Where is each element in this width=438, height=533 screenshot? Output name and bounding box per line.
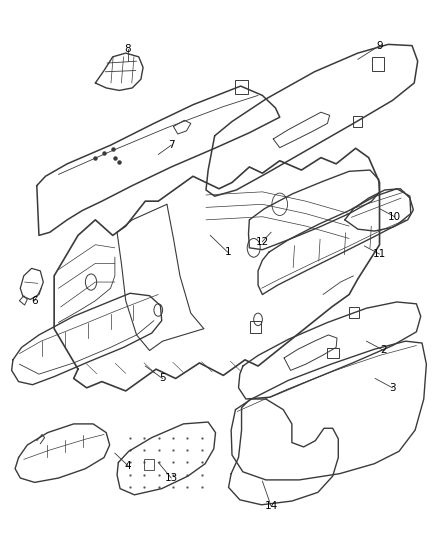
Text: 13: 13 [165,473,178,483]
Text: 14: 14 [265,501,278,511]
Text: 4: 4 [124,461,131,471]
Bar [236,80,247,94]
Bar [327,348,339,358]
Bar [372,57,384,70]
Text: 9: 9 [376,41,383,51]
Text: 11: 11 [373,249,386,259]
Text: 6: 6 [31,296,38,306]
Text: 3: 3 [389,383,396,393]
Bar [349,307,359,318]
Bar [145,459,154,470]
Text: 2: 2 [381,345,387,356]
Bar [353,116,362,126]
Text: 10: 10 [388,212,401,222]
Bar [250,321,261,333]
Text: 7: 7 [168,140,175,150]
Text: 8: 8 [124,44,131,54]
Text: 1: 1 [224,247,231,257]
Text: 5: 5 [159,374,166,383]
Text: 12: 12 [256,237,269,247]
